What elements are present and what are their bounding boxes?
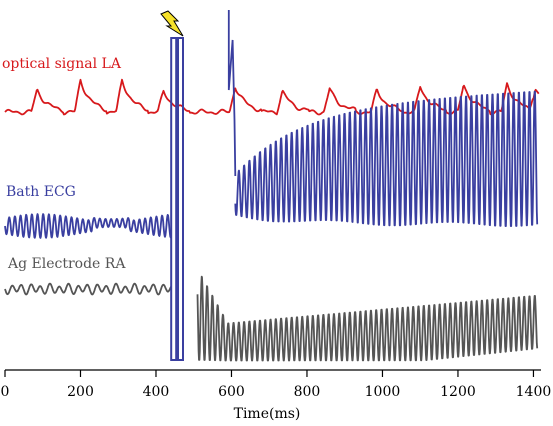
lightning-bolt-icon xyxy=(160,10,184,37)
x-axis-title: Time(ms) xyxy=(234,406,301,422)
x-ticks-group: 0 200 400 600 800 1000 1200 1400 xyxy=(1,370,552,400)
stimulus-pulses-group xyxy=(170,37,184,361)
x-tick-label: 0 xyxy=(1,384,10,400)
trace-ag-electrode-ra-pre xyxy=(4,282,172,296)
x-tick-label: 1200 xyxy=(440,384,476,400)
trace-bath-ecg-post xyxy=(234,90,539,227)
label-optical-signal-la: optical signal LA xyxy=(2,56,122,72)
label-ag-electrode-ra: Ag Electrode RA xyxy=(7,256,126,272)
x-tick-label: 1400 xyxy=(516,384,552,400)
trace-bath-ecg-artifact xyxy=(227,10,237,177)
trace-ag-electrode-ra-post xyxy=(196,275,539,362)
x-tick-label: 200 xyxy=(67,384,94,400)
stimulus-pulse xyxy=(177,37,184,361)
x-tick-label: 800 xyxy=(294,384,321,400)
label-bath-ecg: Bath ECG xyxy=(6,184,76,200)
stimulus-pulse xyxy=(170,37,178,361)
trace-bath-ecg-pre xyxy=(4,213,172,239)
x-tick-label: 600 xyxy=(218,384,245,400)
x-tick-label: 400 xyxy=(143,384,170,400)
trace-optical-signal-la xyxy=(4,78,540,116)
x-tick-label: 1000 xyxy=(365,384,401,400)
traces-group xyxy=(4,10,540,362)
